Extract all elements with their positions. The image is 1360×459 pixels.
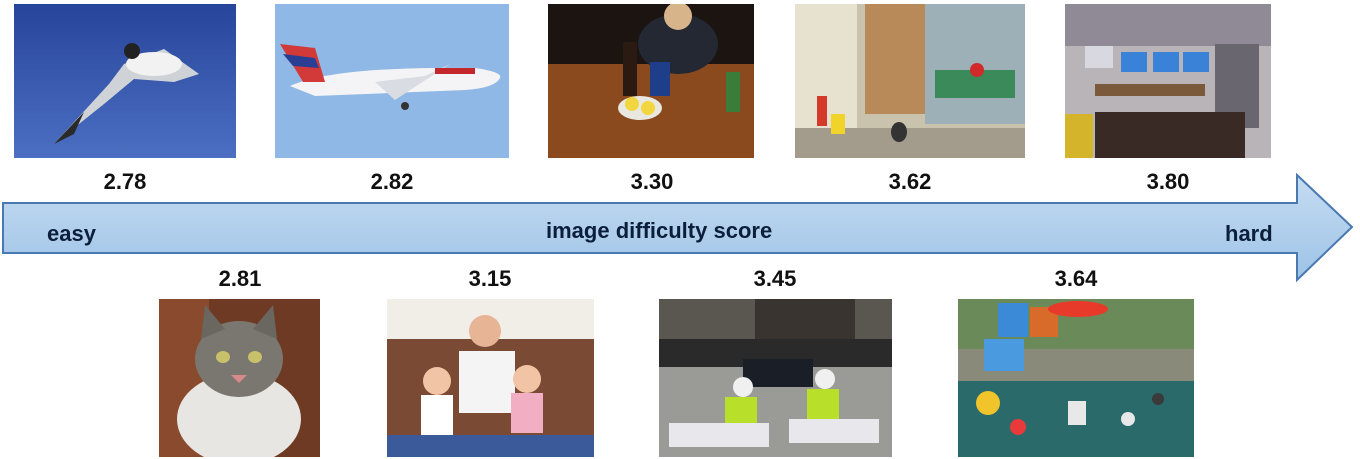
score-family: 3.15 — [430, 266, 550, 292]
thumb-police — [659, 299, 892, 457]
arrow-label-easy: easy — [47, 221, 96, 247]
arrow-label-center: image difficulty score — [546, 218, 772, 244]
thumb-computer-room — [1065, 4, 1271, 158]
score-police: 3.45 — [715, 266, 835, 292]
thumb-seagull — [14, 4, 236, 158]
thumb-airplane — [275, 4, 509, 158]
arrow-label-hard: hard — [1225, 221, 1273, 247]
thumb-market — [958, 299, 1194, 457]
score-cat: 2.81 — [180, 266, 300, 292]
thumb-street — [795, 4, 1025, 158]
thumb-family — [387, 299, 594, 457]
thumb-cat — [159, 299, 320, 457]
thumb-table — [548, 4, 754, 158]
score-market: 3.64 — [1016, 266, 1136, 292]
